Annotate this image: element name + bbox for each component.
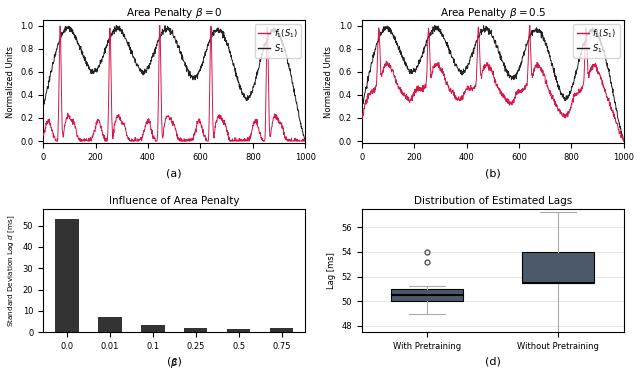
Text: (d): (d) (485, 357, 500, 367)
Y-axis label: Normalized Units: Normalized Units (6, 45, 15, 118)
Text: (b): (b) (485, 168, 500, 178)
PathPatch shape (391, 289, 463, 301)
Legend: $f_1(S_1)$, $S_1$: $f_1(S_1)$, $S_1$ (255, 24, 301, 58)
Title: Distribution of Estimated Lags: Distribution of Estimated Lags (413, 196, 572, 206)
Bar (227, 329, 250, 332)
Bar (184, 328, 207, 332)
X-axis label: $\beta$: $\beta$ (170, 356, 178, 370)
Y-axis label: Standard Deviation Lag $d$ [ms]: Standard Deviation Lag $d$ [ms] (6, 214, 17, 327)
Text: (c): (c) (167, 357, 182, 367)
Y-axis label: Normalized Units: Normalized Units (324, 45, 333, 118)
Title: Influence of Area Penalty: Influence of Area Penalty (109, 196, 239, 206)
PathPatch shape (522, 252, 595, 283)
Legend: $f_1(S_1)$, $S_1$: $f_1(S_1)$, $S_1$ (573, 24, 620, 58)
Bar (98, 317, 122, 332)
Bar (270, 328, 293, 332)
Title: Area Penalty $\beta = 0$: Area Penalty $\beta = 0$ (126, 6, 223, 20)
Title: Area Penalty $\beta = 0.5$: Area Penalty $\beta = 0.5$ (440, 6, 546, 20)
Y-axis label: Lag [ms]: Lag [ms] (327, 252, 336, 289)
Bar (141, 325, 164, 332)
Bar (55, 219, 79, 332)
Text: (a): (a) (166, 168, 182, 178)
